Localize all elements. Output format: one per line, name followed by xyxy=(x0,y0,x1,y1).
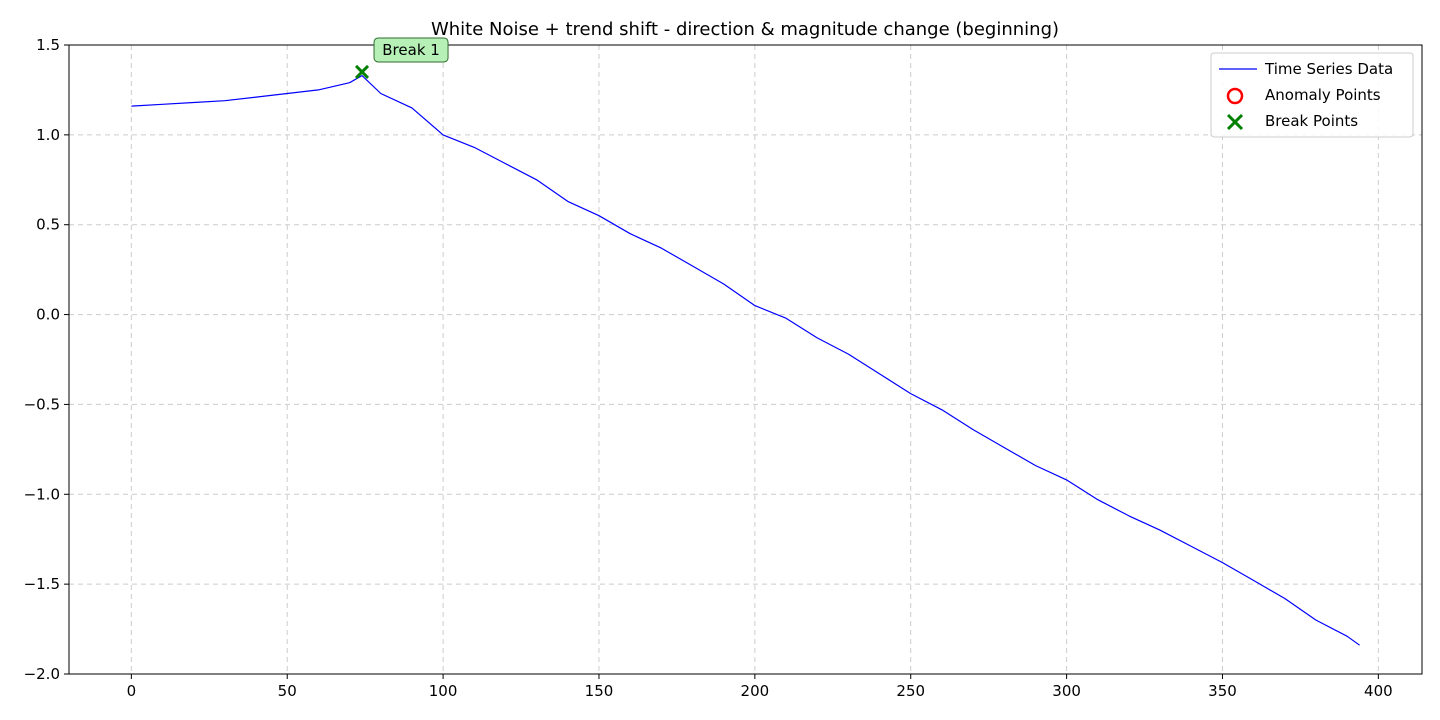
series-layer xyxy=(131,74,1360,646)
legend-box xyxy=(1210,52,1414,138)
x-tick-label: 150 xyxy=(585,682,614,700)
x-axis-ticks: 0 50 100 150 200 250 300 350 400 xyxy=(127,674,1393,700)
y-tick-label: 1.5 xyxy=(36,36,60,54)
break-label-box xyxy=(373,37,449,63)
break-point xyxy=(354,64,370,80)
break-points-layer: Break 1 xyxy=(354,37,449,80)
y-axis-ticks: 1.5 1.0 0.5 0.0 −0.5 −1.0 −1.5 −2.0 xyxy=(24,36,69,683)
x-tick-label: 0 xyxy=(127,682,137,700)
y-tick-label: 0.0 xyxy=(36,306,60,324)
y-tick-label: −1.5 xyxy=(24,575,60,593)
legend: Time Series Data Anomaly Points Break Poin… xyxy=(1210,52,1414,138)
plot-frame xyxy=(68,44,1423,675)
legend-label: Break Points xyxy=(1265,112,1358,130)
x-tick-label: 100 xyxy=(429,682,458,700)
x-tick-label: 50 xyxy=(278,682,297,700)
y-tick-label: 1.0 xyxy=(36,126,60,144)
x-tick-label: 300 xyxy=(1052,682,1081,700)
legend-label: Anomaly Points xyxy=(1265,86,1381,104)
series-line xyxy=(131,74,1360,646)
x-tick-label: 250 xyxy=(896,682,925,700)
x-tick-label: 350 xyxy=(1208,682,1237,700)
x-tick-label: 200 xyxy=(741,682,770,700)
y-tick-label: −0.5 xyxy=(24,395,60,413)
grid xyxy=(69,44,1422,675)
chart-title: White Noise + trend shift - direction & … xyxy=(431,19,1059,40)
legend-label: Time Series Data xyxy=(1264,60,1393,78)
y-tick-label: −1.0 xyxy=(24,485,60,503)
y-tick-label: 0.5 xyxy=(36,216,60,234)
y-tick-label: −2.0 xyxy=(24,665,60,683)
x-tick-label: 400 xyxy=(1364,682,1393,700)
legend-circle-icon xyxy=(1226,87,1244,105)
legend-cross-icon xyxy=(1226,113,1244,131)
break-label: Break 1 xyxy=(382,41,440,59)
